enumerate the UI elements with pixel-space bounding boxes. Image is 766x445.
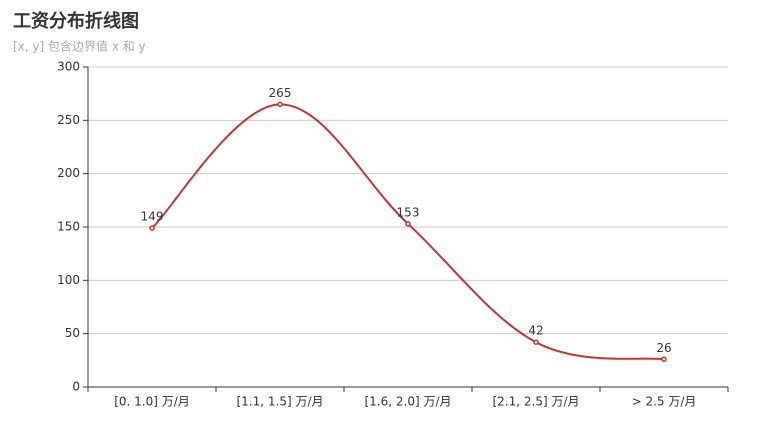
y-tick-label: 100 (57, 273, 80, 287)
data-label: 265 (269, 86, 292, 100)
x-tick-label: [1.6, 2.0] 万/月 (364, 395, 451, 409)
point (661, 356, 667, 363)
point (149, 225, 155, 231)
line (151, 103, 665, 361)
y-tick-label: 0 (72, 380, 80, 394)
y-tick-label: 50 (65, 326, 80, 340)
y-tick-label: 150 (57, 220, 80, 234)
chart-subtitle: [x, y] 包含边界值 x 和 y (13, 39, 146, 54)
x-tick-label: > 2.5 万/月 (632, 395, 697, 409)
y-tick-label: 250 (57, 113, 80, 127)
x-tick-label: [1.1, 1.5] 万/月 (236, 395, 323, 409)
point (405, 221, 411, 227)
data-label: 26 (656, 341, 671, 355)
y-tick-label: 300 (57, 60, 80, 74)
data-label: 149 (141, 210, 164, 224)
x-tick-label: [2.1, 2.5] 万/月 (492, 395, 579, 409)
point (277, 101, 283, 108)
data-label: 42 (528, 324, 543, 338)
data-label: 153 (397, 205, 420, 219)
x-tick-label: [0. 1.0] 万/月 (114, 395, 190, 409)
y-tick-label: 200 (57, 166, 80, 180)
chart-title: 工资分布折线图 (13, 10, 139, 32)
point (533, 339, 539, 345)
